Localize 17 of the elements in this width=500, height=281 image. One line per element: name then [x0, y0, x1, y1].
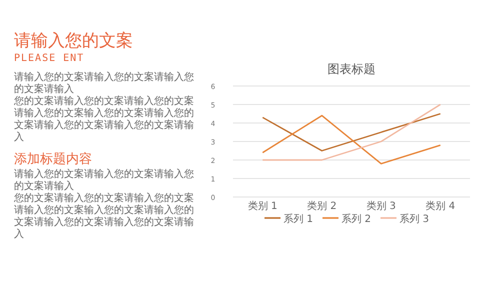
text: 请输入您的文案请输入您的文案请输入您的文案请输入: [14, 72, 195, 96]
line-series: [262, 114, 442, 164]
x-tick-label: 类别 1: [248, 200, 278, 212]
x-tick-label: 类别 2: [307, 200, 337, 212]
chart-title: 图表标题: [328, 62, 376, 76]
line-series: [262, 113, 442, 152]
text: 添加标题内容: [14, 151, 93, 168]
legend-label: 系列 2: [342, 213, 372, 225]
text: 您的文案请输入您的文案请输入您的文案请输入您的文案输入您的文案请输入您的文案请输入您的文案请输入您的文案请输入: [14, 96, 195, 144]
text: 请输入您的文案: [14, 30, 134, 52]
x-tick-label: 类别 4: [426, 200, 456, 212]
text: 请输入您的文案请输入您的文案请输入您的文案请输入: [14, 169, 195, 192]
legend-label: 系列 3: [400, 213, 430, 225]
legend-label: 系列 1: [284, 213, 314, 225]
text: PLEASE ENT: [14, 52, 86, 66]
text: 您的文案请输入您的文案请输入您的文案请输入您的文案输入您的文案请输入您的文案请输入您的文案请输入您的文案请输入: [14, 193, 195, 241]
x-tick-label: 类别 3: [366, 200, 396, 212]
